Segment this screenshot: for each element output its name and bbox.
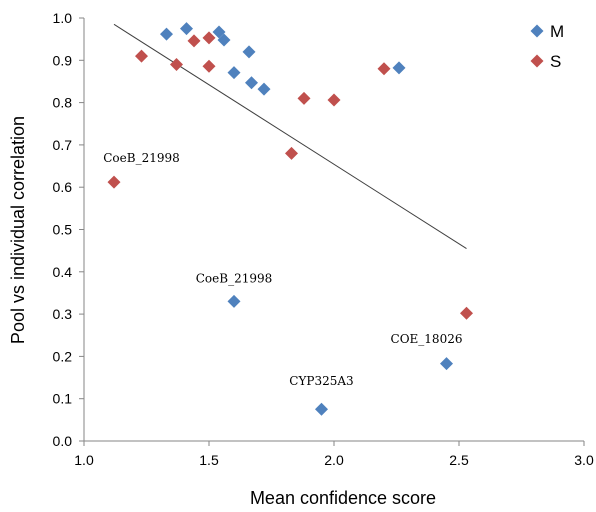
data-point-s [297, 91, 311, 105]
y-tick-label: 0.7 [53, 137, 73, 153]
data-point-s [135, 49, 148, 63]
legend-marker-m [530, 24, 544, 38]
y-tick-label: 0.8 [53, 95, 73, 111]
y-tick-label: 0.0 [53, 433, 73, 449]
data-point-s [327, 93, 341, 107]
data-point-s [107, 175, 121, 189]
trendline [113, 23, 467, 249]
annotations: CoeB_21998 CoeB_21998 COE_18026 CYP325A3 [103, 151, 462, 388]
point-annotation: CoeB_21998 [196, 271, 273, 285]
y-tick-label: 0.5 [53, 222, 73, 238]
x-axis-ticks: 1.0 1.5 2.0 2.5 3.0 [74, 441, 594, 468]
point-annotation: COE_18026 [391, 332, 463, 346]
data-point-m [242, 45, 256, 59]
data-point-m [245, 76, 258, 90]
data-point-s [202, 59, 216, 73]
data-point-s [202, 31, 216, 45]
data-point-m [217, 33, 231, 47]
data-point-s [460, 306, 473, 320]
data-point-m [392, 61, 406, 75]
x-tick-label: 3.0 [574, 452, 594, 468]
y-tick-label: 0.9 [53, 52, 73, 68]
data-point-m [160, 27, 173, 41]
legend-label-m: M [550, 22, 564, 41]
data-point-m [257, 82, 271, 96]
y-tick-label: 0.2 [53, 348, 73, 364]
x-tick-label: 1.5 [199, 452, 219, 468]
legend-marker-s [530, 54, 544, 68]
x-tick-label: 2.5 [449, 452, 469, 468]
data-point-m [227, 294, 241, 308]
data-point-s [170, 58, 183, 72]
y-tick-label: 0.6 [53, 179, 73, 195]
y-tick-label: 0.4 [53, 264, 73, 280]
x-tick-label: 1.0 [74, 452, 94, 468]
data-point-m [180, 22, 193, 36]
plot-area: 1.0 1.5 2.0 2.5 3.0 0.0 0.1 0.2 0.3 0.4 0.5 0.6 0.7… [53, 10, 594, 468]
legend-label-s: S [550, 52, 561, 71]
data-point-m [440, 357, 453, 371]
data-point-m [212, 25, 226, 39]
data-point-m [227, 66, 241, 80]
y-tick-label: 0.3 [53, 306, 73, 322]
y-tick-label: 0.1 [53, 391, 73, 407]
y-axis-ticks: 0.0 0.1 0.2 0.3 0.4 0.5 0.6 0.7 0.8 0.9 1.0 [53, 10, 84, 449]
y-tick-label: 1.0 [53, 10, 73, 26]
x-tick-label: 2.0 [324, 452, 344, 468]
data-points [107, 22, 473, 416]
x-axis-title: Mean confidence score [250, 488, 436, 508]
legend: MS [530, 22, 564, 71]
data-point-m [315, 402, 328, 416]
data-point-s [187, 34, 201, 48]
y-axis-title: Pool vs individual correlation [8, 116, 28, 344]
point-annotation: CoeB_21998 [103, 151, 180, 165]
data-point-s [377, 62, 391, 76]
data-point-s [285, 146, 298, 160]
point-annotation: CYP325A3 [289, 374, 353, 388]
